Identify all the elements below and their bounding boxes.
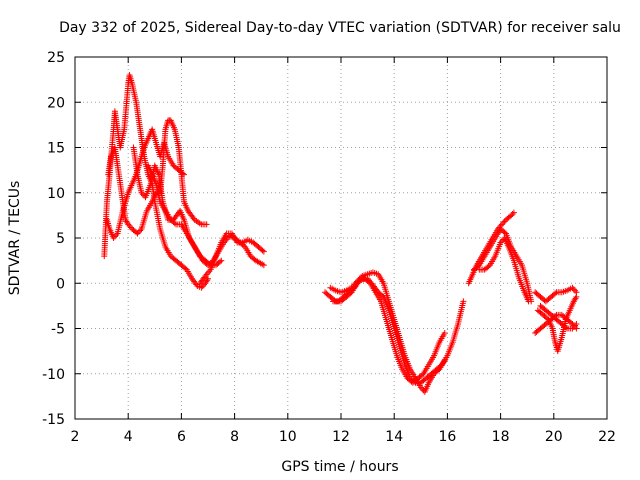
y-tick-label: -5	[51, 322, 65, 338]
data-point	[260, 248, 267, 255]
x-tick-label: 14	[385, 429, 403, 445]
data-point	[259, 247, 266, 254]
chart-title: Day 332 of 2025, Sidereal Day-to-day VTE…	[59, 20, 621, 36]
x-axis-label: GPS time / hours	[281, 459, 398, 475]
data-point	[573, 293, 580, 300]
data-point	[127, 224, 134, 231]
data-point	[500, 219, 507, 226]
y-tick-label: 20	[47, 95, 65, 111]
data-point	[135, 228, 142, 235]
x-tick-label: 4	[124, 429, 133, 445]
data-point	[199, 283, 206, 290]
x-tick-label: 2	[71, 429, 80, 445]
x-tick-label: 22	[598, 429, 616, 445]
data-point	[552, 290, 559, 297]
x-tick-label: 16	[438, 429, 456, 445]
data-point	[260, 262, 267, 269]
x-tick-label: 20	[545, 429, 563, 445]
y-tick-label: 10	[47, 186, 65, 202]
data-point	[573, 320, 580, 327]
data-point	[193, 281, 200, 288]
data-point	[216, 258, 223, 265]
x-tick-label: 6	[177, 429, 186, 445]
y-tick-label: -15	[42, 412, 65, 428]
y-axis-label: SDTVAR / TECUs	[7, 181, 23, 296]
data-point	[501, 218, 508, 225]
data-point	[570, 323, 577, 330]
y-tick-label: 5	[56, 231, 65, 247]
plot-frame	[74, 56, 608, 420]
data-point	[441, 330, 448, 337]
data-point	[510, 209, 517, 216]
data-point	[570, 286, 577, 293]
data-point	[508, 212, 515, 219]
data-point	[498, 221, 505, 228]
x-tick-label: 18	[492, 429, 510, 445]
y-tick-label: 25	[47, 50, 65, 66]
y-tick-label: 15	[47, 141, 65, 157]
data-point	[525, 298, 532, 305]
data-point	[441, 357, 448, 364]
data-point	[203, 221, 210, 228]
tick-layer: 2 4 6 8 10 12 14 16 18 20 22 -15 -10 -5 0 5 10 15 20 25	[42, 50, 616, 445]
data-point	[501, 229, 508, 236]
data-point	[218, 257, 225, 264]
x-tick-label: 8	[230, 429, 239, 445]
y-tick-label: 0	[56, 276, 65, 292]
data-point	[509, 211, 516, 218]
data-point	[201, 274, 208, 281]
data-point	[572, 322, 579, 329]
x-tick-label: 12	[332, 429, 350, 445]
y-tick-label: -10	[42, 367, 65, 383]
data-point	[460, 298, 467, 305]
data-point	[568, 319, 575, 326]
data-point	[205, 269, 211, 276]
data-point	[171, 220, 178, 227]
grid-layer	[75, 57, 607, 419]
data-point	[562, 324, 569, 331]
data-layer	[101, 72, 580, 395]
x-tick-label: 10	[279, 429, 297, 445]
